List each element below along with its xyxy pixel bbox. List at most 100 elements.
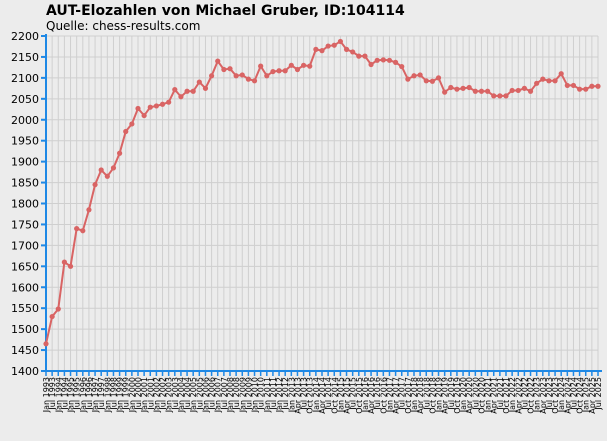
data-point [380,57,386,63]
x-tick-label: Apr 2016 [367,377,376,414]
x-tick-label: Apr 2017 [392,377,401,414]
data-point [307,63,313,69]
x-tick-label: Jan 2006 [201,377,210,413]
x-tick-label: Oct 2016 [379,377,388,414]
data-point [80,228,86,234]
x-tick-label: Jul 2019 [447,377,456,411]
x-tick-label: Jul 2021 [496,377,505,411]
data-point [288,62,294,68]
data-point [215,58,221,64]
data-point [129,121,135,127]
data-point [515,87,521,94]
x-tick-label: Jul 2003 [171,377,180,411]
y-tick-label: 1600 [11,281,39,294]
data-point [196,79,202,85]
x-tick-label: Jan 1999 [116,377,125,413]
x-tick-label: Jan 1994 [54,377,63,413]
x-tick-label: Apr 2019 [441,377,450,414]
y-tick-label: 2000 [11,114,39,127]
x-tick-label: Oct 2013 [306,377,315,414]
y-tick-label: 1850 [11,177,39,190]
data-point [178,94,184,100]
y-tick-label: 1900 [11,156,39,169]
data-point [251,78,258,84]
x-tick-label: Jan 2003 [165,377,174,413]
data-point [583,86,589,92]
x-tick-label: Jan 2014 [312,377,321,413]
x-tick-label: Jan 1998 [103,377,112,413]
x-tick-label: Jan 2008 [226,377,235,413]
data-point [294,66,301,73]
data-point [141,112,147,119]
data-point [337,38,343,45]
data-point [301,62,307,68]
x-tick-label: Jul 2006 [208,377,217,411]
y-tick-label: 1450 [11,344,39,357]
x-tick-label: Jan 2009 [238,377,247,413]
x-tick-label: Apr 2015 [343,377,352,414]
data-point [362,53,368,59]
y-tick-label: 1550 [11,302,39,315]
x-tick-label: Jul 2017 [398,377,407,411]
x-tick-label: Jan 2001 [140,377,149,413]
data-point [153,103,159,109]
x-tick-label: Jul 2012 [281,377,290,411]
x-tick-label: Jul 2004 [183,377,192,411]
chart-subtitle: Quelle: chess-results.com [46,19,200,33]
x-tick-label: Jan 2018 [410,377,419,413]
x-tick-label: Apr 2020 [465,377,474,414]
data-point [564,82,570,89]
x-tick-label: Jan 2011 [263,377,272,413]
data-point [239,72,245,78]
x-tick-label: Jul 2009 [244,377,253,411]
data-point [368,61,374,68]
x-tick-label: Jul 1996 [85,377,94,411]
x-tick-label: Jul 2001 [146,377,155,411]
data-point [374,57,380,63]
x-tick-label: Jan 1993 [42,377,51,413]
x-tick-label: Oct 2018 [428,377,437,414]
data-point [405,76,411,82]
data-point [393,59,399,65]
x-tick-label: Apr 2021 [490,377,499,414]
data-point [527,88,534,94]
x-tick-label: Jul 2018 [422,377,431,411]
x-tick-label: Jul 2016 [373,377,382,411]
data-point [270,68,276,75]
data-point [92,182,98,188]
data-point [43,341,49,347]
x-tick-label: Jan 1995 [67,377,76,413]
data-point [552,78,558,84]
x-tick-label: Jul 1993 [48,377,57,411]
data-point [503,93,509,99]
data-point [570,82,577,89]
data-point [423,78,429,84]
x-tick-label: Jan 2025 [582,377,591,413]
x-tick-label: Jan 2000 [128,377,137,413]
x-tick-label: Apr 2018 [416,377,425,414]
data-point [123,128,129,135]
data-point [159,101,166,107]
data-point [460,85,466,91]
data-point [190,88,196,94]
x-tick-label: Jan 2010 [251,377,260,413]
data-point [509,87,515,94]
data-point [233,73,239,79]
data-point [227,66,233,72]
data-point [98,167,104,173]
x-tick-label: Oct 2024 [576,377,585,414]
x-tick-label: Jan 2005 [189,377,198,413]
data-point [117,150,123,156]
data-point [245,76,251,82]
y-tick-label: 1800 [11,198,39,211]
data-point [49,313,55,320]
data-point [282,68,288,74]
x-tick-label: Oct 2019 [453,377,462,414]
x-tick-label: Jan 2020 [459,377,468,413]
x-tick-label: Oct 2017 [404,377,413,414]
data-point [184,88,190,94]
data-point [61,259,67,265]
data-point [135,105,141,112]
x-tick-label: Jul 2013 [300,377,309,411]
data-point [435,75,442,81]
